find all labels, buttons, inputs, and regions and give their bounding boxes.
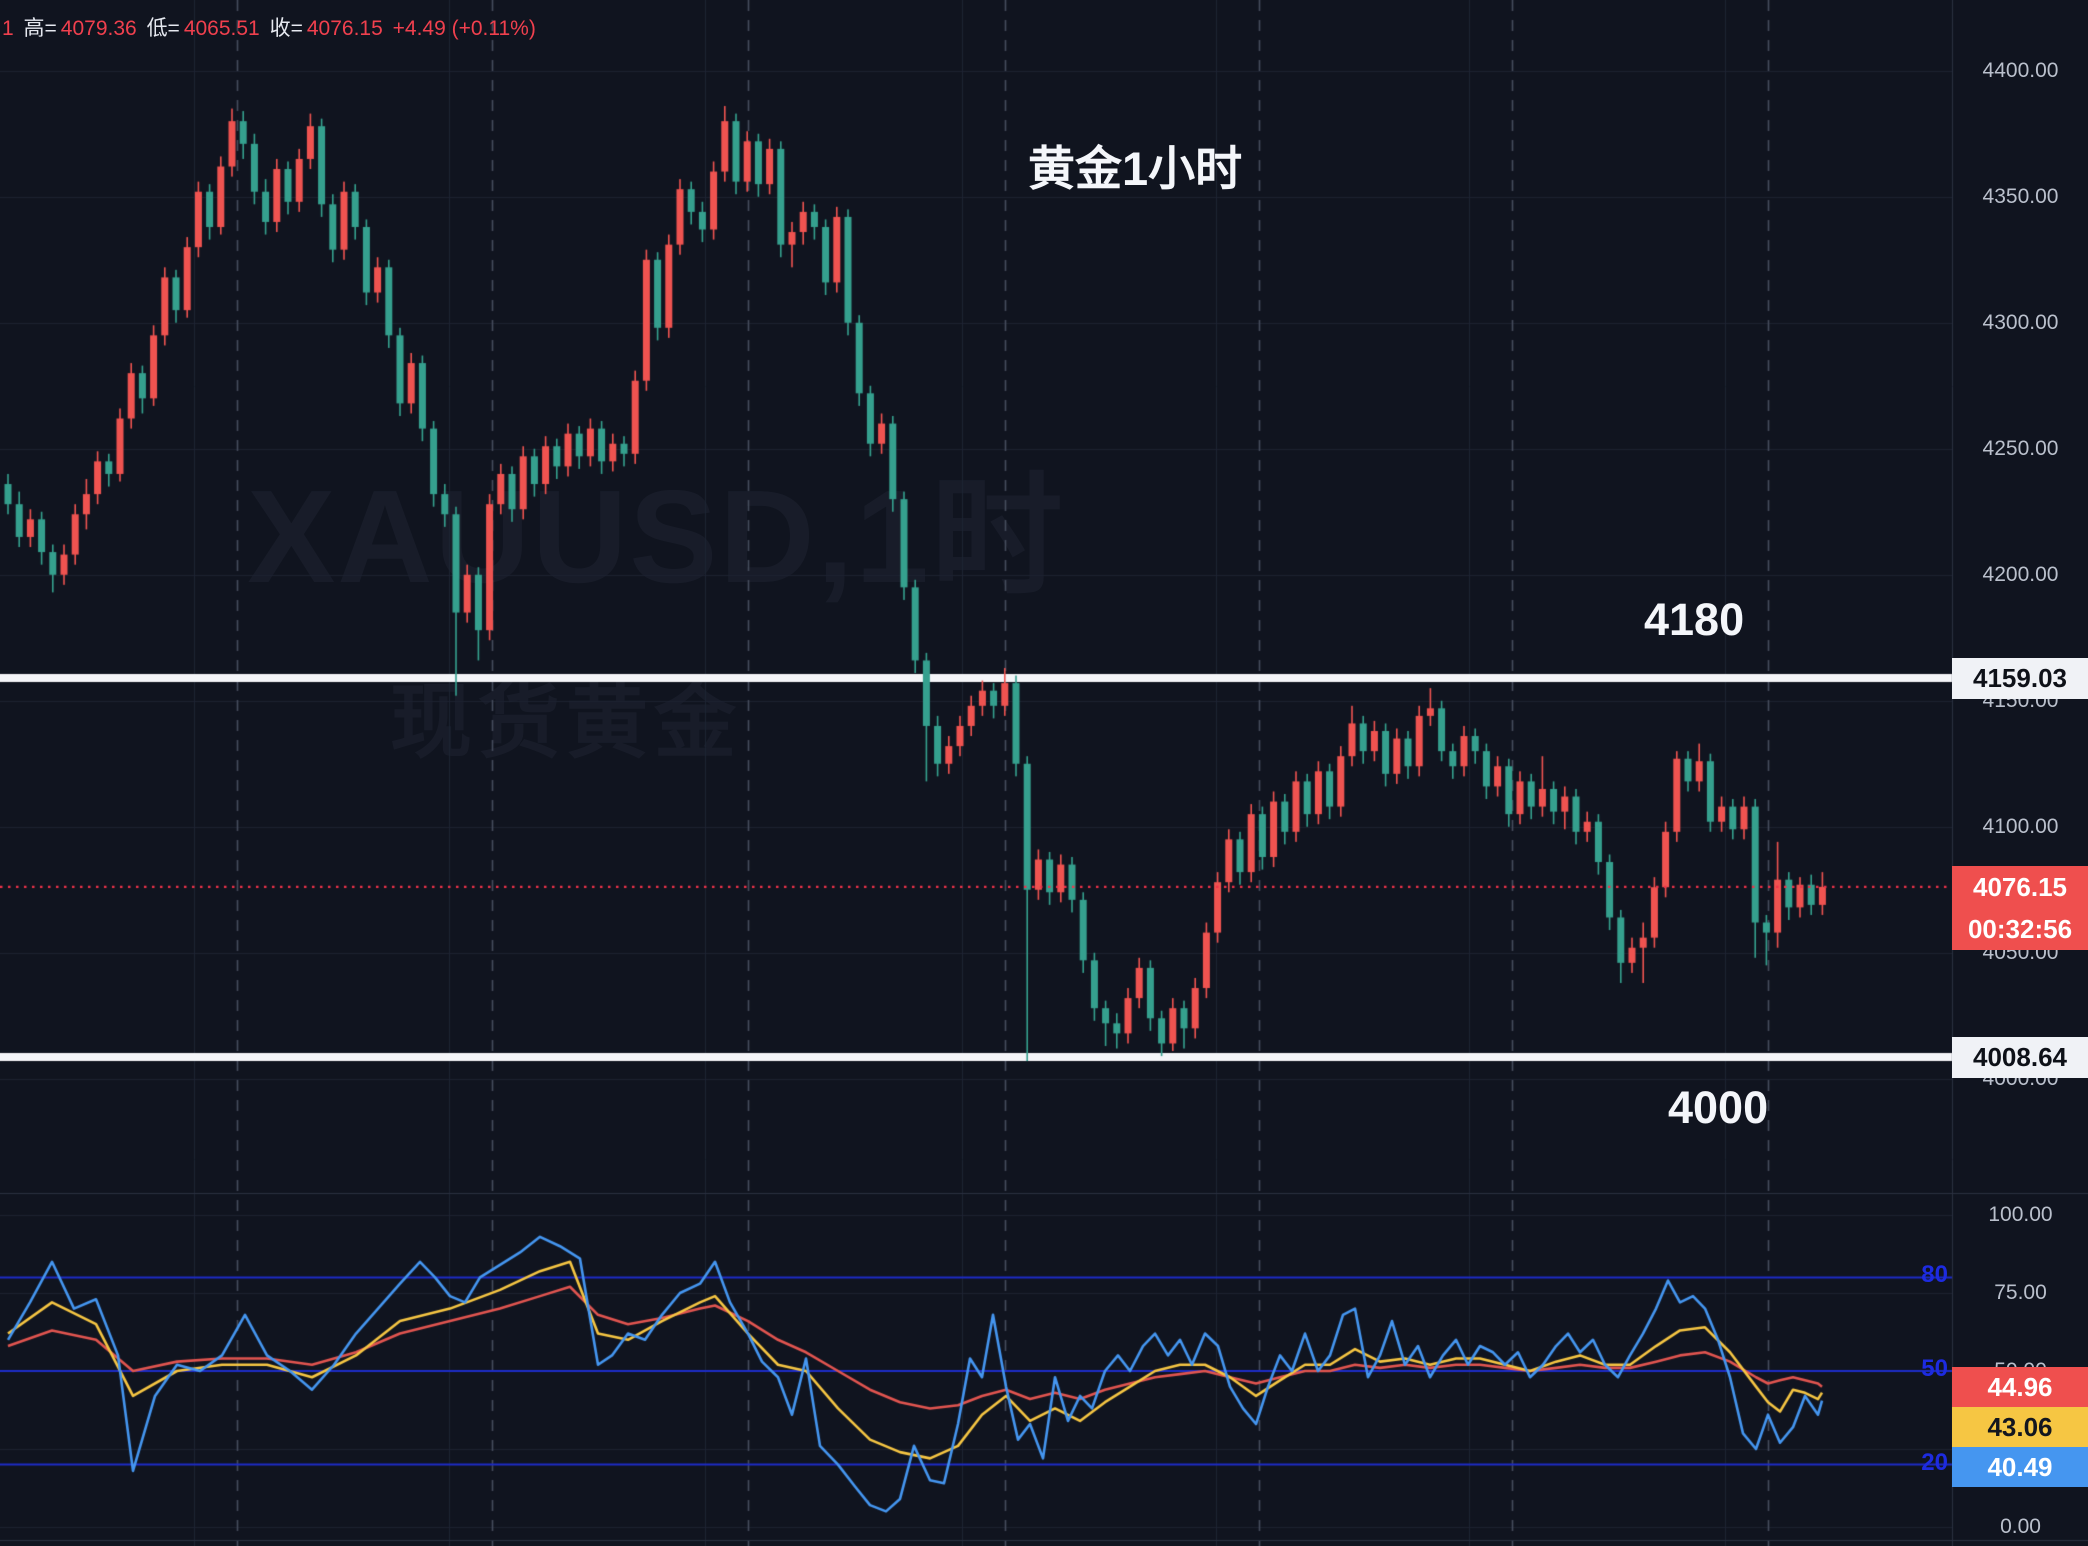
price-axis-label: 4250.00: [1982, 436, 2059, 460]
ohlc-change-value: +4.49 (+0.11%): [392, 17, 536, 40]
oscillator-axis-label: 75.00: [1994, 1281, 2047, 1304]
oscillator-axis-label: 100.00: [1988, 1203, 2053, 1226]
price-axis-label: 4400.00: [1982, 58, 2059, 82]
ohlc-close-label: 收=: [269, 17, 303, 40]
ohlc-open-fragment: 1: [2, 17, 14, 40]
ohlc-low-value: 4065.51: [183, 17, 260, 40]
oscillator-band-label: 50: [1921, 1355, 1948, 1382]
ohlc-info-bar: 1 高= 4079.36 低= 4065.51 收= 4076.15 +4.49 (+…: [2, 12, 540, 42]
ohlc-close-value: 4076.15: [306, 17, 383, 40]
chart-title: 黄金1小时: [1028, 142, 1243, 195]
last-price-value: 4076.15: [1973, 871, 2067, 902]
price-axis-label: 4100.00: [1982, 814, 2059, 838]
oscillator-fast-value-badge: 40.49: [1952, 1446, 2088, 1487]
oscillator-slow-value-badge: 44.96: [1952, 1366, 2088, 1407]
price-axis-label: 4200.00: [1982, 562, 2059, 586]
alert-line-price-badge-lower: 4008.64: [1952, 1036, 2088, 1078]
oscillator-axis-label: 0.00: [2000, 1515, 2041, 1538]
alert-line-price-badge-upper: 4159.03: [1952, 658, 2088, 699]
price-axis-label: 4300.00: [1982, 310, 2059, 334]
price-axis-scale[interactable]: 4400.00 4350.00 4300.00 4250.00 4200.00 4150.…: [1953, 0, 2088, 1193]
upper-level-text: 4180: [1644, 594, 1745, 645]
ohlc-high-label: 高=: [23, 17, 57, 40]
oscillator-mid-value-badge: 43.06: [1952, 1406, 2088, 1447]
lower-level-text: 4000: [1668, 1082, 1769, 1133]
oscillator-band-label: 20: [1921, 1448, 1948, 1476]
last-price-badge: 4076.15 00:32:56: [1952, 865, 2088, 950]
ohlc-low-label: 低=: [146, 17, 180, 40]
price-axis-label: 4350.00: [1982, 184, 2059, 208]
oscillator-band-label: 80: [1921, 1261, 1948, 1289]
ohlc-high-value: 4079.36: [60, 17, 137, 40]
bar-countdown-timer: 00:32:56: [1967, 913, 2073, 944]
